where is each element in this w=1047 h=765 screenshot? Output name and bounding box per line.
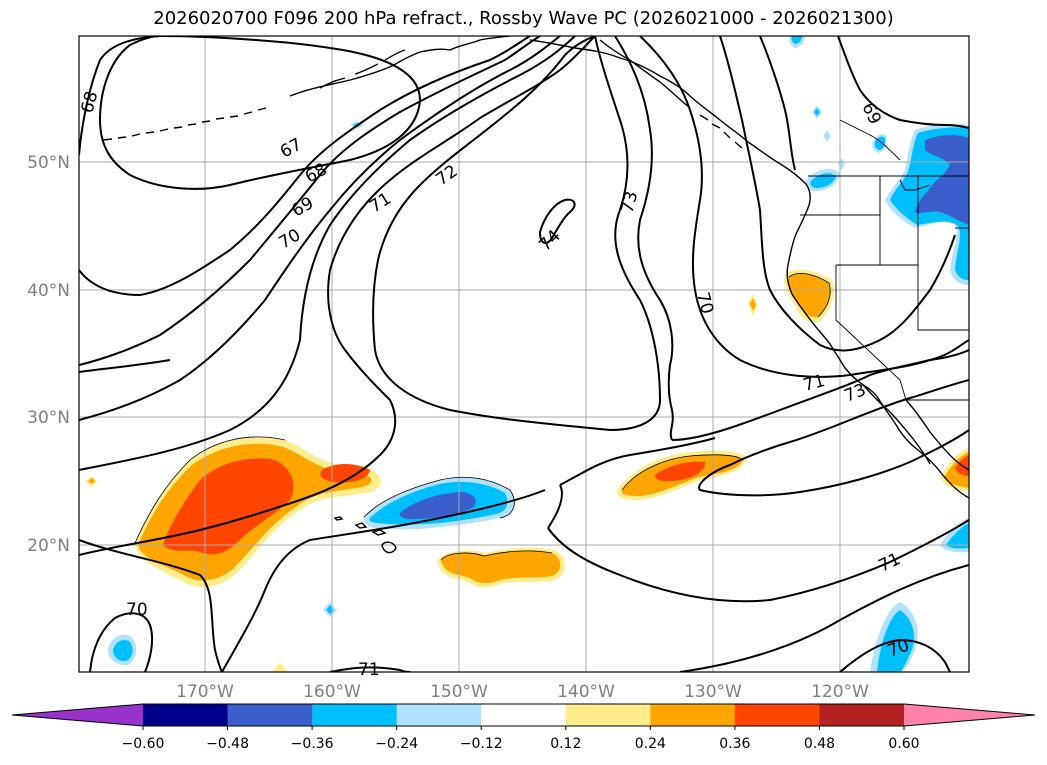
colorbar-tick-label: −0.12 bbox=[460, 736, 503, 752]
colorbar: −0.60 −0.48 −0.36 −0.24 −0.12 0.12 0.24 0.36 0.4… bbox=[11, 703, 1036, 752]
lat-label: 30°N bbox=[27, 408, 70, 428]
colorbar-tick-label: −0.36 bbox=[291, 736, 334, 752]
colorbar-tick-label: −0.24 bbox=[375, 736, 418, 752]
colorbar-tick-label: 0.12 bbox=[550, 736, 581, 752]
colorbar-segment bbox=[227, 704, 313, 726]
colorbar-tick-label: 0.60 bbox=[888, 736, 919, 752]
colorbar-tick-label: −0.48 bbox=[206, 736, 249, 752]
lat-label: 50°N bbox=[27, 153, 70, 173]
colorbar-tick-label: 0.36 bbox=[719, 736, 750, 752]
state-borders bbox=[800, 119, 969, 401]
lon-label: 120°W bbox=[811, 682, 869, 702]
contour-lines bbox=[79, 36, 969, 672]
lat-label: 20°N bbox=[27, 536, 70, 556]
thin-contour-outlines bbox=[134, 273, 831, 561]
lat-label: 40°N bbox=[27, 281, 70, 301]
colorbar-segment bbox=[734, 704, 820, 726]
colorbar-tick-label: −0.60 bbox=[122, 736, 165, 752]
lon-label: 140°W bbox=[557, 682, 615, 702]
colorbar-extend-low bbox=[12, 704, 143, 726]
fill-orange-ca bbox=[788, 273, 831, 318]
colorbar-segment bbox=[481, 704, 567, 726]
colorbar-segment bbox=[143, 704, 229, 726]
map-frame bbox=[78, 35, 970, 673]
negative-anomaly-fills bbox=[108, 36, 969, 672]
lon-label: 130°W bbox=[684, 682, 742, 702]
longitude-labels: 170°W 160°W 150°W 140°W 130°W 120°W bbox=[176, 682, 869, 702]
colorbar-segment bbox=[396, 704, 482, 726]
contour-label: 71 bbox=[358, 660, 380, 680]
latitude-labels: 50°N 40°N 30°N 20°N bbox=[27, 153, 70, 556]
map-title: 2026020700 F096 200 hPa refract., Rossby… bbox=[153, 8, 894, 29]
fill-red-orange-135w bbox=[655, 461, 706, 482]
lon-label: 150°W bbox=[430, 682, 488, 702]
gridlines bbox=[79, 36, 969, 672]
lon-label: 160°W bbox=[303, 682, 361, 702]
positive-anomaly-fills bbox=[85, 269, 969, 672]
colorbar-extend-high bbox=[904, 704, 1035, 726]
contour-label: 70 bbox=[126, 600, 148, 620]
coastlines bbox=[102, 36, 969, 554]
lon-label: 170°W bbox=[176, 682, 234, 702]
colorbar-tick-label: 0.48 bbox=[804, 736, 835, 752]
colorbar-tick-label: 0.24 bbox=[635, 736, 666, 752]
colorbar-segment bbox=[565, 704, 651, 726]
colorbar-segment bbox=[650, 704, 736, 726]
fill-orange-south bbox=[441, 550, 561, 584]
colorbar-segment bbox=[312, 704, 398, 726]
fill-royal-blue bbox=[399, 492, 476, 520]
fill-red-orange-2 bbox=[320, 464, 370, 483]
fill-royal-blue-ne bbox=[915, 135, 969, 225]
colorbar-segment bbox=[819, 704, 905, 726]
